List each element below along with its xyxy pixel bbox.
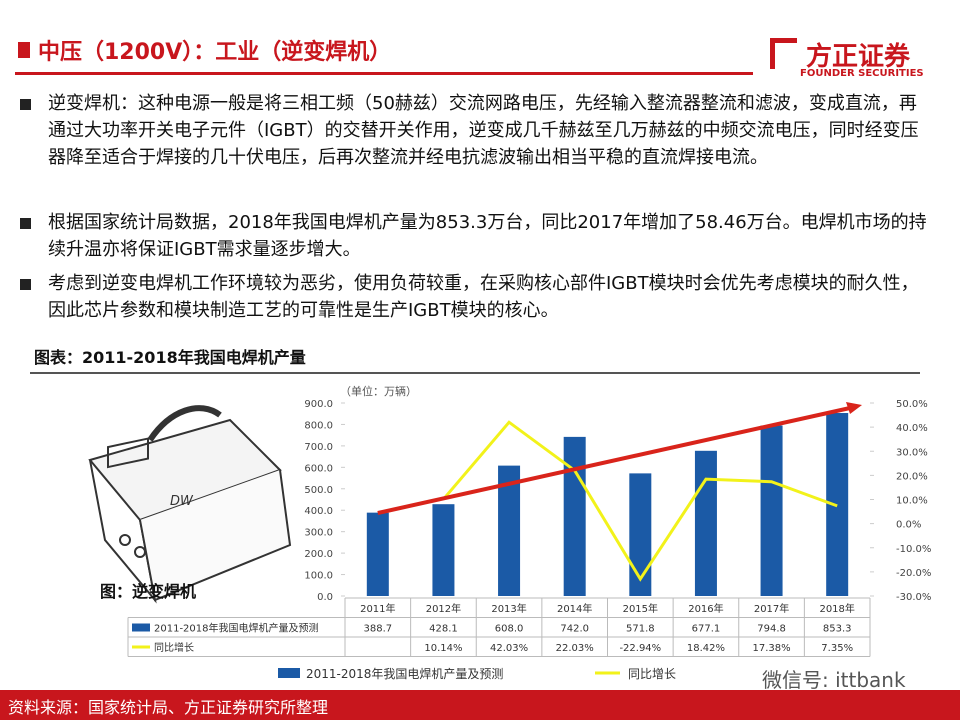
y-tick-label: 400.0 — [304, 506, 333, 517]
bar — [629, 473, 652, 596]
table-row-label: 2011-2018年我国电焊机产量及预测 — [154, 622, 319, 635]
welder-illustration — [88, 405, 292, 604]
table-value: 42.03% — [490, 643, 528, 654]
x-tick-label: 2018年 — [819, 602, 854, 615]
y-tick-label: 700.0 — [304, 442, 333, 453]
title-marker — [18, 42, 30, 58]
table-value: 18.42% — [687, 643, 725, 654]
y2-tick-label: -30.0% — [896, 592, 931, 603]
legend-swatch — [278, 668, 300, 678]
legend-label: 同比增长 — [628, 667, 676, 681]
y2-tick-label: 0.0% — [896, 520, 921, 531]
trend-arrow — [377, 406, 851, 515]
y-tick-label: 800.0 — [304, 420, 333, 431]
welder-label: DW — [170, 494, 194, 509]
line — [442, 420, 838, 582]
table-value: 608.0 — [495, 624, 524, 635]
bar — [694, 450, 717, 596]
y2-tick-label: 10.0% — [896, 496, 928, 507]
table-value: 388.7 — [363, 624, 392, 635]
bullet-marker — [20, 99, 31, 110]
y2-tick-label: -20.0% — [896, 568, 931, 579]
bullet-marker — [20, 218, 31, 229]
unit-label: （单位：万辆） — [340, 384, 417, 398]
table-value: 428.1 — [429, 624, 458, 635]
logo-text: 方正证券 — [806, 42, 911, 72]
legend-label: 2011-2018年我国电焊机产量及预测 — [306, 666, 503, 681]
bar — [563, 436, 586, 596]
y2-tick-label: 40.0% — [896, 423, 928, 434]
chart-title: 图表：2011-2018年我国电焊机产量 — [34, 348, 306, 367]
logo-icon — [770, 38, 797, 69]
bar — [498, 465, 521, 596]
header-rule — [15, 72, 753, 75]
table-swatch — [132, 623, 150, 632]
x-tick-label: 2016年 — [688, 602, 723, 615]
x-tick-label: 2012年 — [426, 602, 461, 615]
y-tick-label: 600.0 — [304, 463, 333, 474]
y-tick-label: 200.0 — [304, 549, 333, 560]
chart-rule — [30, 372, 920, 374]
y2-tick-label: 30.0% — [896, 447, 928, 458]
bar — [760, 425, 783, 596]
table-value: 571.8 — [626, 624, 655, 635]
y-tick-label: 100.0 — [304, 571, 333, 582]
table-value: 794.8 — [757, 624, 786, 635]
y-tick-label: 500.0 — [304, 485, 333, 496]
logo-subtext: FOUNDER SECURITIES — [800, 68, 924, 79]
slide-title: 中压（1200V）：工业（逆变焊机） — [38, 40, 392, 65]
bullet-text: 考虑到逆变电焊机工作环境较为恶劣，使用负荷较重，在采购核心部件IGBT模块时会优… — [48, 273, 919, 321]
x-tick-label: 2015年 — [623, 602, 658, 615]
table-value: 7.35% — [821, 643, 853, 654]
x-tick-label: 2017年 — [754, 602, 789, 615]
table-value: 853.3 — [823, 624, 852, 635]
y2-tick-label: -10.0% — [896, 544, 931, 555]
table-row-label: 同比增长 — [154, 641, 194, 654]
y2-tick-label: 50.0% — [896, 399, 928, 410]
footer-bar — [0, 690, 960, 720]
x-tick-label: 2013年 — [491, 602, 526, 615]
bullet-text: 逆变焊机：这种电源一般是将三相工频（50赫兹）交流网路电压，先经输入整流器整流和… — [48, 93, 919, 168]
x-tick-label: 2014年 — [557, 602, 592, 615]
bullet-text: 根据国家统计局数据，2018年我国电焊机产量为853.3万台，同比2017年增加… — [48, 212, 927, 260]
y-tick-label: 0.0 — [317, 592, 333, 603]
bar — [432, 504, 455, 596]
wechat-watermark: 微信号: ittbank — [762, 668, 906, 692]
table-value: -22.94% — [619, 643, 661, 654]
table-value: 10.14% — [424, 643, 462, 654]
y2-tick-label: 20.0% — [896, 471, 928, 482]
table-value: 742.0 — [560, 624, 589, 635]
bullet-marker — [20, 279, 31, 290]
bar — [366, 512, 389, 596]
figure-caption: 图：逆变焊机 — [100, 582, 196, 601]
x-tick-label: 2011年 — [360, 602, 395, 615]
y-tick-label: 300.0 — [304, 528, 333, 539]
y-tick-label: 900.0 — [304, 399, 333, 410]
table-value: 677.1 — [692, 624, 721, 635]
source-note: 资料来源：国家统计局、方正证券研究所整理 — [8, 698, 329, 717]
trend-arrowhead — [846, 402, 862, 414]
table-value: 17.38% — [752, 643, 790, 654]
table-value: 22.03% — [556, 643, 594, 654]
